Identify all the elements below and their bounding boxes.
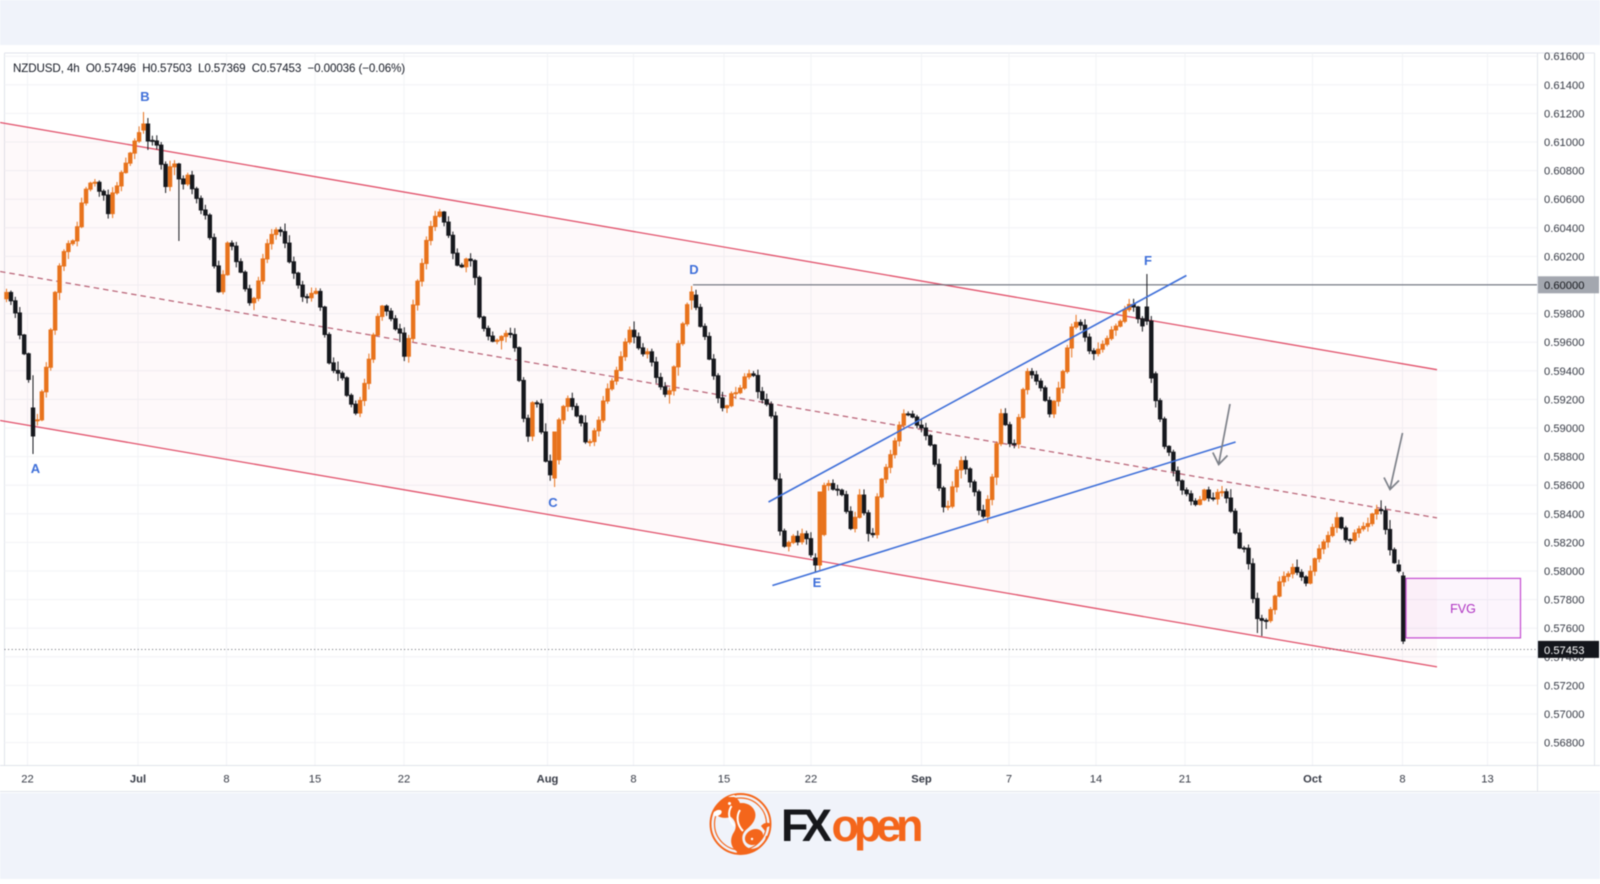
svg-text:0.58800: 0.58800 (1544, 452, 1584, 464)
svg-text:D: D (689, 262, 698, 277)
svg-text:0.61000: 0.61000 (1544, 137, 1584, 149)
svg-text:C: C (548, 495, 558, 510)
svg-text:0.58200: 0.58200 (1544, 537, 1584, 549)
svg-text:15: 15 (309, 774, 321, 786)
svg-text:22: 22 (805, 774, 817, 786)
svg-text:A: A (31, 461, 41, 476)
svg-text:0.59200: 0.59200 (1544, 394, 1584, 406)
svg-text:0.60400: 0.60400 (1544, 223, 1584, 235)
svg-text:0.59800: 0.59800 (1544, 309, 1584, 321)
svg-text:0.58000: 0.58000 (1544, 566, 1584, 578)
svg-text:7: 7 (1006, 774, 1012, 786)
svg-text:0.58400: 0.58400 (1544, 509, 1584, 521)
svg-text:FX: FX (781, 800, 832, 851)
svg-text:NZDUSD, 4h O0.57496 H0.57503: NZDUSD, 4h O0.57496 H0.57503 L0.57369 C0… (13, 62, 405, 75)
svg-text:15: 15 (718, 774, 730, 786)
svg-text:8: 8 (1399, 774, 1405, 786)
svg-text:Jul: Jul (130, 774, 146, 786)
svg-text:0.57200: 0.57200 (1544, 680, 1584, 692)
svg-text:0.59600: 0.59600 (1544, 337, 1584, 349)
svg-text:F: F (1144, 253, 1152, 268)
svg-text:14: 14 (1090, 774, 1102, 786)
svg-text:0.57000: 0.57000 (1544, 709, 1584, 721)
svg-text:8: 8 (223, 774, 229, 786)
svg-text:0.61600: 0.61600 (1544, 51, 1584, 63)
svg-text:open: open (832, 800, 924, 851)
svg-text:0.60200: 0.60200 (1544, 251, 1584, 263)
svg-text:8: 8 (630, 774, 636, 786)
svg-text:21: 21 (1179, 774, 1191, 786)
svg-text:22: 22 (398, 774, 410, 786)
svg-text:0.59000: 0.59000 (1544, 423, 1584, 435)
svg-text:0.56800: 0.56800 (1544, 738, 1584, 750)
svg-text:0.57600: 0.57600 (1544, 623, 1584, 635)
svg-text:E: E (813, 575, 822, 590)
svg-text:Aug: Aug (537, 774, 559, 786)
svg-text:0.57800: 0.57800 (1544, 595, 1584, 607)
svg-text:13: 13 (1481, 774, 1493, 786)
svg-text:0.61200: 0.61200 (1544, 108, 1584, 120)
svg-text:Oct: Oct (1303, 774, 1322, 786)
svg-text:0.58600: 0.58600 (1544, 480, 1584, 492)
svg-text:0.60600: 0.60600 (1544, 194, 1584, 206)
svg-text:0.61400: 0.61400 (1544, 80, 1584, 92)
svg-text:Sep: Sep (911, 774, 932, 786)
svg-text:0.60800: 0.60800 (1544, 166, 1584, 178)
svg-text:B: B (140, 89, 149, 104)
svg-text:FVG: FVG (1450, 602, 1476, 616)
svg-text:0.60000: 0.60000 (1544, 280, 1584, 292)
svg-text:22: 22 (21, 774, 33, 786)
svg-text:0.57453: 0.57453 (1544, 645, 1584, 657)
svg-text:0.59400: 0.59400 (1544, 366, 1584, 378)
